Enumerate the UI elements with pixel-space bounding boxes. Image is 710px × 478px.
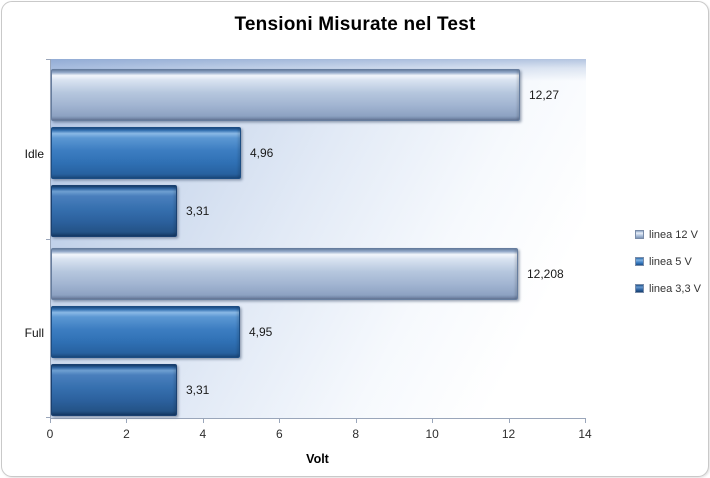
bar-linea-3-3-v-idle: [51, 184, 177, 237]
x-axis-tick-label: 12: [501, 427, 516, 441]
y-axis-tick: [46, 59, 51, 60]
legend-label: linea 3,3 V: [649, 282, 701, 295]
legend-label: linea 5 V: [649, 255, 692, 268]
legend-label: linea 12 V: [649, 228, 698, 241]
bar-row: 12,208: [51, 248, 586, 301]
x-axis-tick: [508, 418, 510, 423]
bar-value-label: 3,31: [186, 383, 210, 398]
bar-row: 3,31: [51, 364, 586, 417]
legend: linea 12 V linea 5 V linea 3,3 V: [635, 221, 701, 302]
x-axis-tick-label: 6: [275, 427, 283, 441]
legend-item-linea-5-v: linea 5 V: [635, 248, 701, 275]
category-label-idle: Idle: [24, 146, 44, 161]
bar-group-full: 12,208 4,95 3,31: [51, 239, 586, 419]
bar-row: 4,96: [51, 126, 586, 179]
bar-linea-12-v-full: [51, 248, 518, 301]
bar-value-label: 12,27: [529, 87, 560, 102]
legend-item-linea-12-v: linea 12 V: [635, 221, 701, 248]
legend-item-linea-3-3-v: linea 3,3 V: [635, 275, 701, 302]
x-axis-tick: [279, 418, 281, 423]
x-axis-tick-label: 0: [46, 427, 54, 441]
bar-linea-12-v-idle: [51, 68, 520, 121]
x-axis-tick-label: 2: [123, 427, 130, 441]
bar-value-label: 4,96: [250, 145, 274, 160]
legend-swatch-icon: [635, 257, 644, 266]
x-axis-tick: [202, 418, 204, 423]
chart-title: Tensioni Misurate nel Test: [234, 14, 476, 35]
x-axis-tick: [355, 418, 357, 423]
category-label-full: Full: [24, 326, 44, 341]
legend-swatch-icon: [635, 230, 644, 239]
bar-linea-5-v-idle: [51, 126, 241, 179]
x-axis-tick: [585, 418, 586, 423]
x-axis-tick-label: 10: [425, 427, 439, 441]
x-axis-tick-label: 14: [578, 427, 592, 441]
x-axis-tick: [432, 418, 434, 423]
plot-area: 12,27 4,96 3,31 12,208 4,95 3,31: [46, 59, 586, 419]
x-axis-tick-label: 8: [352, 427, 360, 441]
x-axis-tick: [50, 418, 51, 423]
bar-row: 3,31: [51, 184, 586, 237]
legend-swatch-icon: [635, 284, 644, 293]
x-axis-tick: [126, 418, 128, 423]
bar-group-idle: 12,27 4,96 3,31: [51, 59, 586, 239]
y-axis-tick: [46, 417, 51, 418]
x-axis-tick-label: 4: [199, 427, 207, 441]
x-axis-title: Volt: [306, 452, 329, 466]
bar-row: 12,27: [51, 68, 586, 121]
bar-linea-5-v-full: [51, 306, 240, 359]
y-axis-tick: [46, 238, 51, 240]
bar-value-label: 12,208: [527, 267, 564, 282]
bar-value-label: 4,95: [249, 325, 273, 340]
bar-linea-3-3-v-full: [51, 364, 177, 417]
bar-row: 4,95: [51, 306, 586, 359]
bar-value-label: 3,31: [186, 203, 210, 218]
x-axis: 0 2 4 6 8 10 12 14: [46, 418, 592, 460]
